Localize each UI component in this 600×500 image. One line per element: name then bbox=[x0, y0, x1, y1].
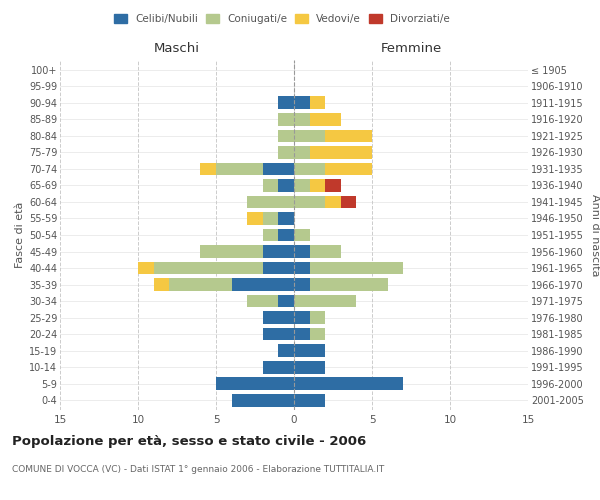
Bar bbox=[154, 278, 169, 291]
Bar bbox=[278, 130, 294, 142]
Bar bbox=[216, 377, 294, 390]
Bar bbox=[294, 262, 310, 274]
Bar bbox=[247, 196, 294, 208]
Bar bbox=[294, 360, 325, 374]
Bar bbox=[294, 344, 325, 357]
Bar bbox=[247, 212, 263, 225]
Bar bbox=[278, 344, 294, 357]
Bar bbox=[169, 278, 232, 291]
Bar bbox=[278, 113, 294, 126]
Bar bbox=[278, 146, 294, 159]
Bar bbox=[310, 278, 388, 291]
Text: Maschi: Maschi bbox=[154, 42, 200, 55]
Bar bbox=[325, 130, 372, 142]
Bar bbox=[154, 262, 263, 274]
Bar bbox=[294, 130, 325, 142]
Bar bbox=[263, 311, 294, 324]
Bar bbox=[310, 96, 325, 110]
Y-axis label: Fasce di età: Fasce di età bbox=[14, 202, 25, 268]
Bar bbox=[341, 196, 356, 208]
Bar bbox=[294, 377, 403, 390]
Bar bbox=[294, 311, 310, 324]
Bar bbox=[263, 162, 294, 175]
Bar bbox=[294, 245, 310, 258]
Bar bbox=[138, 262, 154, 274]
Bar bbox=[263, 328, 294, 340]
Bar bbox=[263, 245, 294, 258]
Bar bbox=[263, 212, 278, 225]
Bar bbox=[247, 294, 278, 308]
Bar bbox=[310, 179, 325, 192]
Bar bbox=[325, 196, 341, 208]
Bar bbox=[263, 179, 278, 192]
Bar bbox=[294, 278, 310, 291]
Bar bbox=[310, 113, 341, 126]
Bar bbox=[216, 162, 263, 175]
Bar bbox=[294, 394, 325, 406]
Bar bbox=[310, 262, 403, 274]
Bar bbox=[263, 262, 294, 274]
Bar bbox=[325, 179, 341, 192]
Bar bbox=[278, 179, 294, 192]
Bar bbox=[310, 146, 372, 159]
Legend: Celibi/Nubili, Coniugati/e, Vedovi/e, Divorziati/e: Celibi/Nubili, Coniugati/e, Vedovi/e, Di… bbox=[110, 10, 454, 29]
Bar bbox=[278, 294, 294, 308]
Bar bbox=[294, 294, 356, 308]
Bar bbox=[294, 162, 325, 175]
Bar bbox=[325, 162, 372, 175]
Bar bbox=[294, 146, 310, 159]
Bar bbox=[278, 96, 294, 110]
Y-axis label: Anni di nascita: Anni di nascita bbox=[590, 194, 600, 276]
Bar bbox=[278, 228, 294, 241]
Bar bbox=[310, 328, 325, 340]
Bar bbox=[294, 179, 310, 192]
Bar bbox=[294, 228, 310, 241]
Text: Femmine: Femmine bbox=[380, 42, 442, 55]
Bar bbox=[294, 96, 310, 110]
Bar bbox=[263, 360, 294, 374]
Bar bbox=[200, 162, 216, 175]
Bar bbox=[200, 245, 263, 258]
Bar bbox=[294, 196, 325, 208]
Bar bbox=[278, 212, 294, 225]
Bar bbox=[294, 113, 310, 126]
Bar bbox=[310, 311, 325, 324]
Bar bbox=[232, 394, 294, 406]
Bar bbox=[263, 228, 278, 241]
Bar bbox=[294, 328, 310, 340]
Text: Popolazione per età, sesso e stato civile - 2006: Popolazione per età, sesso e stato civil… bbox=[12, 435, 366, 448]
Bar bbox=[310, 245, 341, 258]
Bar bbox=[232, 278, 294, 291]
Text: COMUNE DI VOCCA (VC) - Dati ISTAT 1° gennaio 2006 - Elaborazione TUTTITALIA.IT: COMUNE DI VOCCA (VC) - Dati ISTAT 1° gen… bbox=[12, 465, 384, 474]
